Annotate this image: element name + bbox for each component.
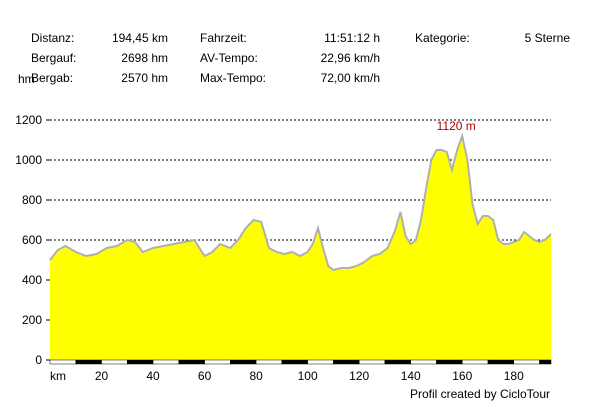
x-axis-segment	[178, 359, 205, 365]
x-axis-segment	[333, 359, 360, 365]
x-axis-segment	[487, 359, 515, 365]
x-axis-segment	[127, 359, 154, 365]
fahrzeit-label: Fahrzeit:	[200, 31, 247, 45]
x-tick-label: 160	[452, 369, 472, 383]
x-axis-segment	[410, 359, 437, 365]
x-axis-segment	[255, 359, 283, 365]
max-elevation-label: 1120 m	[437, 119, 476, 133]
y-tick-label: 800	[22, 193, 42, 207]
x-axis-segment	[204, 359, 231, 365]
kategorie-label: Kategorie:	[415, 31, 470, 45]
y-tick-label: 600	[22, 233, 42, 247]
x-axis-unit-label: km	[50, 369, 66, 383]
x-axis-segment	[75, 359, 102, 365]
credit-text: Profil created by CicloTour	[409, 387, 550, 401]
x-tick-label: 140	[401, 369, 421, 383]
y-axis-label: hm	[18, 72, 35, 86]
y-tick-label: 1000	[15, 153, 42, 167]
x-axis-segment	[281, 359, 308, 365]
x-tick-label: 100	[298, 369, 318, 383]
y-axis-ticks: 0 200 400 600 800 1000 1200	[15, 113, 50, 367]
bergab-label: Bergab:	[31, 71, 74, 85]
x-tick-label: 20	[95, 369, 109, 383]
bergauf-value: 2698 hm	[121, 51, 168, 65]
y-tick-label: 1200	[15, 113, 42, 127]
x-axis-segment	[436, 359, 463, 365]
x-tick-label: 60	[198, 369, 212, 383]
x-tick-label: 80	[249, 369, 263, 383]
x-axis-ticks: km 20 40 60 80 100 120 140 160 180	[50, 369, 524, 383]
y-tick-label: 200	[22, 313, 42, 327]
distanz-value: 194,45 km	[111, 31, 168, 45]
avtempo-value: 22,96 km/h	[320, 51, 380, 65]
y-tick-label: 0	[35, 353, 42, 367]
x-axis-segment	[230, 359, 257, 365]
maxtempo-value: 72,00 km/h	[320, 71, 380, 85]
fahrzeit-value: 11:51:12 h	[324, 31, 380, 45]
elevation-outline	[49, 132, 552, 272]
distanz-label: Distanz:	[31, 31, 75, 45]
x-axis-segment	[539, 359, 552, 365]
x-tick-label: 180	[504, 369, 524, 383]
x-axis-bar	[49, 359, 552, 365]
x-axis-segment	[152, 359, 180, 365]
x-axis-segment	[307, 359, 334, 365]
x-axis-segment	[101, 359, 128, 365]
y-tick-label: 400	[22, 273, 42, 287]
elevation-area	[50, 136, 551, 360]
kategorie-value: 5 Sterne	[524, 31, 570, 45]
x-axis-segment	[49, 359, 77, 365]
x-tick-label: 120	[349, 369, 369, 383]
x-axis-segment	[513, 359, 540, 365]
x-tick-label: 40	[146, 369, 160, 383]
x-axis-segment	[384, 359, 411, 365]
x-axis-segment	[358, 359, 386, 365]
avtempo-label: AV-Tempo:	[200, 51, 258, 65]
bergab-value: 2570 hm	[121, 71, 168, 85]
x-axis-segment	[461, 359, 489, 365]
maxtempo-label: Max-Tempo:	[200, 71, 267, 85]
bergauf-label: Bergauf:	[31, 51, 77, 65]
